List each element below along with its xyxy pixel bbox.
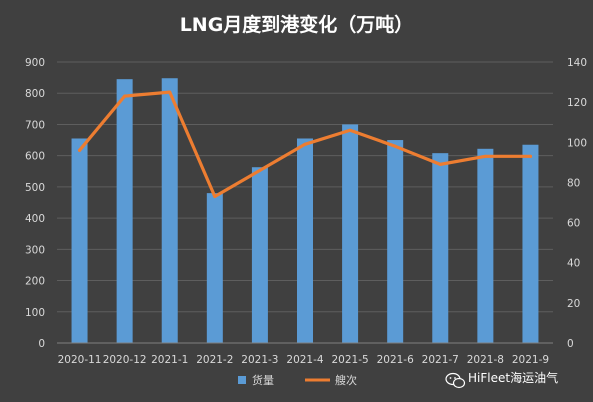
bar <box>116 79 133 343</box>
y-left-tick-label: 700 <box>25 119 45 131</box>
line-point <box>123 94 127 98</box>
x-tick-label: 2021-9 <box>512 354 549 366</box>
x-tick-label: 2021-4 <box>286 354 324 366</box>
bar <box>71 138 88 343</box>
y-right-tick-label: 80 <box>567 177 580 189</box>
line-point <box>213 194 217 198</box>
y-right-tick-label: 100 <box>567 137 587 149</box>
line-point <box>393 144 397 148</box>
y-left-tick-label: 100 <box>25 307 45 319</box>
bar <box>342 124 359 343</box>
y-left-tick-label: 300 <box>25 244 45 256</box>
bar <box>477 148 494 343</box>
y-right-tick-label: 120 <box>567 97 587 109</box>
x-tick-label: 2021-7 <box>422 354 459 366</box>
bar-series <box>71 78 539 343</box>
legend-label: 艘次 <box>335 373 357 387</box>
bar <box>206 193 223 343</box>
y-axis-left: 0 100 200 300 400 500 600 700 800 900 <box>25 57 45 350</box>
line-point <box>78 148 82 152</box>
x-axis: 2020-11 2020-12 2021-1 2021-2 2021-3 2021-4 20… <box>57 342 553 366</box>
y-left-tick-label: 900 <box>25 57 45 69</box>
x-tick-label: 2021-2 <box>196 354 233 366</box>
x-tick-label: 2021-5 <box>331 354 368 366</box>
watermark-text: HiFleet海运油气 <box>468 370 558 385</box>
legend-label: 货量 <box>252 373 274 387</box>
y-left-tick-label: 800 <box>25 88 45 100</box>
bar <box>432 153 449 343</box>
y-right-tick-label: 0 <box>567 338 574 350</box>
y-axis-right: 0 20 40 60 80 100 120 140 <box>567 57 587 350</box>
y-left-tick-label: 500 <box>25 182 45 194</box>
bar <box>161 78 178 343</box>
line-point <box>438 162 442 166</box>
watermark: HiFleet海运油气 <box>445 370 558 389</box>
x-tick-label: 2021-6 <box>377 354 415 366</box>
line-point <box>168 90 172 94</box>
y-left-tick-label: 400 <box>25 213 45 225</box>
line-point <box>483 154 487 158</box>
y-left-tick-label: 600 <box>25 151 45 163</box>
legend: 货量 艘次 <box>238 373 357 387</box>
line-point <box>348 128 352 132</box>
x-tick-label: 2021-1 <box>151 354 188 366</box>
x-tick-label: 2021-3 <box>241 354 278 366</box>
bar <box>522 144 539 343</box>
line-point <box>528 154 532 158</box>
legend-swatch-bar <box>238 376 246 384</box>
bar <box>297 138 313 343</box>
y-left-tick-label: 200 <box>25 276 45 288</box>
bar <box>387 140 404 343</box>
y-right-tick-label: 60 <box>567 218 580 230</box>
y-right-tick-label: 140 <box>567 57 587 69</box>
line-point <box>258 168 262 172</box>
y-right-tick-label: 20 <box>567 298 580 310</box>
x-tick-label: 2020-12 <box>103 354 147 366</box>
line-series <box>77 90 533 199</box>
bar <box>251 167 268 343</box>
line-point <box>303 142 307 146</box>
x-tick-label: 2020-11 <box>58 354 102 366</box>
wechat-icon <box>445 372 466 389</box>
y-right-tick-label: 40 <box>567 258 580 270</box>
x-tick-label: 2021-8 <box>467 354 504 366</box>
chart-title: LNG月度到港变化（万吨） <box>180 13 414 36</box>
y-left-tick-label: 0 <box>38 338 45 350</box>
